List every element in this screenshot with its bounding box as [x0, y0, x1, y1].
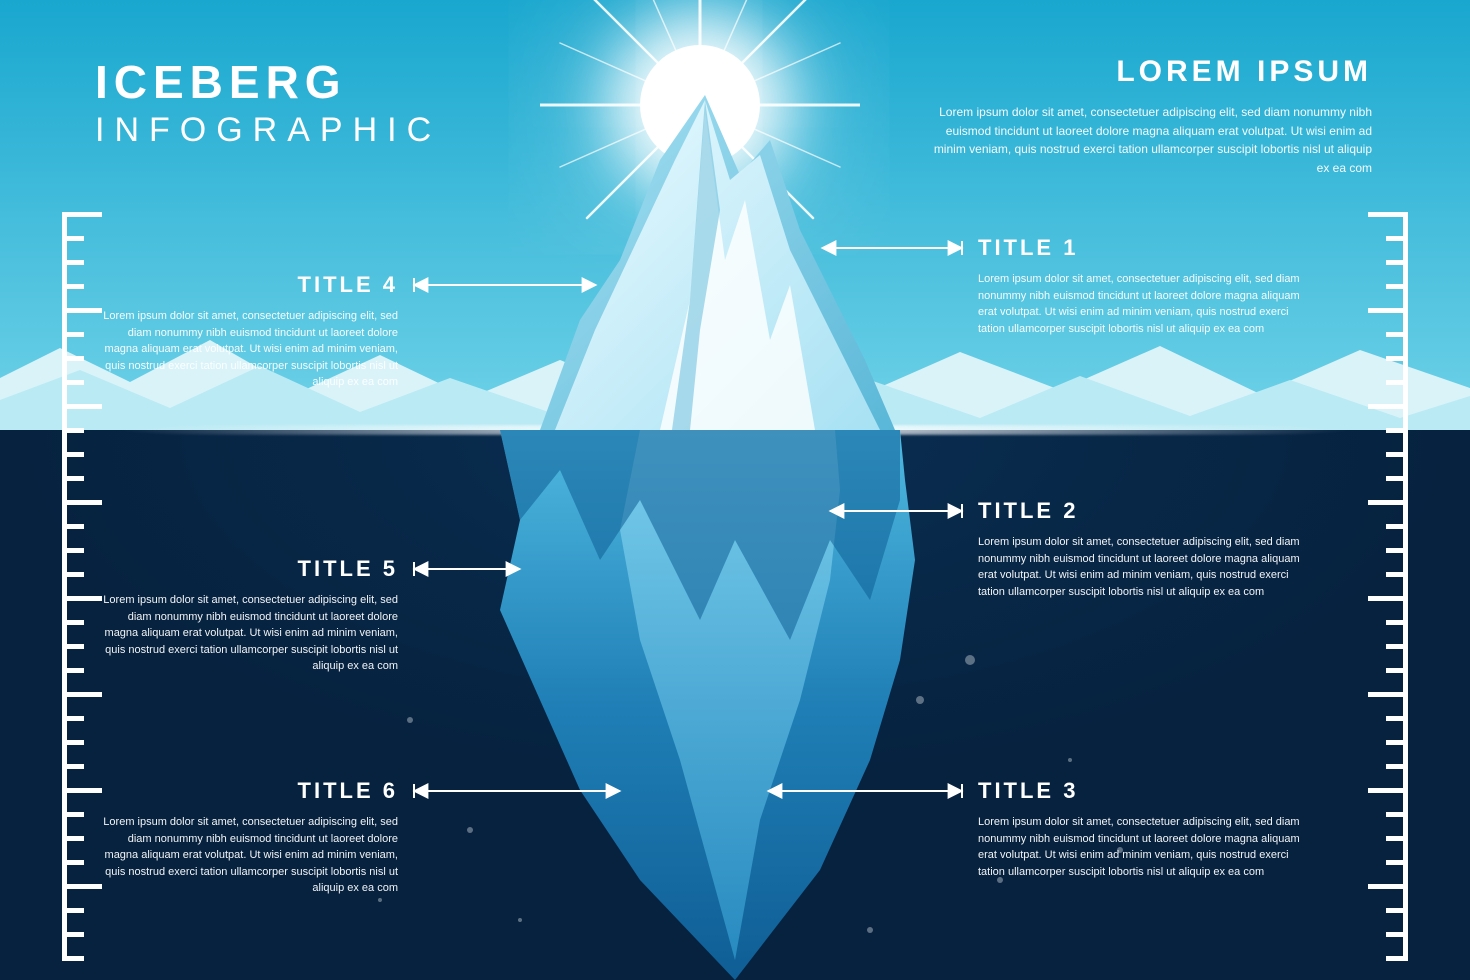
callout-4: TITLE 4 Lorem ipsum dolor sit amet, conse… — [98, 272, 398, 391]
callout-body: Lorem ipsum dolor sit amet, consectetuer… — [98, 814, 398, 897]
callout-title: TITLE 1 — [978, 235, 1308, 261]
callout-title: TITLE 6 — [98, 778, 398, 804]
callout-body: Lorem ipsum dolor sit amet, consectetuer… — [978, 814, 1308, 880]
callout-body: Lorem ipsum dolor sit amet, consectetuer… — [978, 271, 1308, 337]
callout-title: TITLE 4 — [98, 272, 398, 298]
callout-body: Lorem ipsum dolor sit amet, consectetuer… — [98, 308, 398, 391]
callout-title: TITLE 3 — [978, 778, 1308, 804]
callout-1: TITLE 1 Lorem ipsum dolor sit amet, conse… — [978, 235, 1308, 337]
callout-3: TITLE 3 Lorem ipsum dolor sit amet, conse… — [978, 778, 1308, 880]
callout-body: Lorem ipsum dolor sit amet, consectetuer… — [978, 534, 1308, 600]
callout-body: Lorem ipsum dolor sit amet, consectetuer… — [98, 592, 398, 675]
callout-2: TITLE 2 Lorem ipsum dolor sit amet, conse… — [978, 498, 1308, 600]
callout-6: TITLE 6 Lorem ipsum dolor sit amet, conse… — [98, 778, 398, 897]
callout-5: TITLE 5 Lorem ipsum dolor sit amet, conse… — [98, 556, 398, 675]
callout-labels: TITLE 1 Lorem ipsum dolor sit amet, conse… — [0, 0, 1470, 980]
callout-title: TITLE 2 — [978, 498, 1308, 524]
callout-title: TITLE 5 — [98, 556, 398, 582]
infographic-stage: ICEBERG INFOGRAPHIC LOREM IPSUM Lorem ip… — [0, 0, 1470, 980]
